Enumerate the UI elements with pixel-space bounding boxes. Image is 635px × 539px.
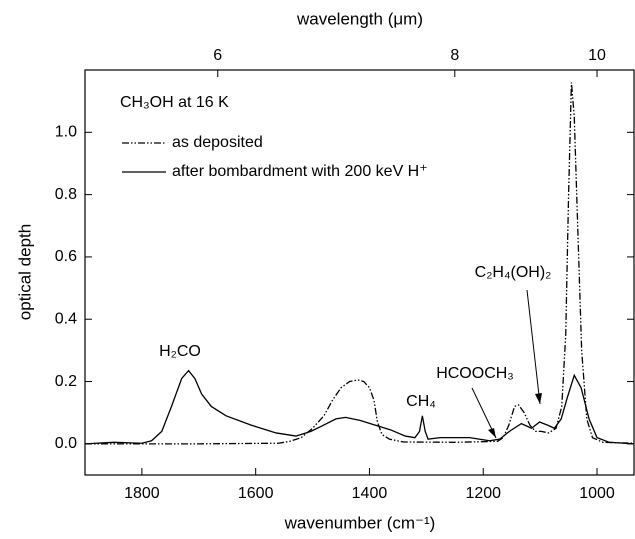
y-axis-label: optical depth bbox=[15, 224, 34, 320]
x2-tick-label: 6 bbox=[213, 47, 222, 64]
annotation: H₂CO bbox=[159, 343, 201, 360]
arrow-head bbox=[488, 428, 496, 438]
legend-title: CH₃OH at 16 K bbox=[120, 94, 229, 111]
y-tick-label: 0.8 bbox=[55, 186, 77, 203]
y-tick-label: 1.0 bbox=[55, 124, 77, 141]
arrow-head bbox=[535, 393, 542, 404]
y-tick-label: 0.6 bbox=[55, 248, 77, 265]
x2-tick-label: 10 bbox=[588, 47, 606, 64]
x-tick-label: 1000 bbox=[579, 485, 615, 502]
x2-tick-label: 8 bbox=[450, 47, 459, 64]
arrow bbox=[526, 289, 541, 405]
y-tick-label: 0.4 bbox=[55, 310, 77, 327]
x-tick-label: 1200 bbox=[465, 485, 501, 502]
annotation: HCOOCH₃ bbox=[436, 365, 514, 382]
x2-axis-label: wavelength (μm) bbox=[296, 9, 423, 28]
legend-label: as deposited bbox=[172, 134, 263, 151]
plot-frame bbox=[84, 69, 635, 476]
x-tick-label: 1600 bbox=[238, 485, 274, 502]
annotation: CH₄ bbox=[406, 393, 436, 410]
legend-label: after bombardment with 200 keV H⁺ bbox=[172, 163, 428, 180]
y-tick-label: 0.0 bbox=[55, 435, 77, 452]
series-line bbox=[85, 82, 635, 445]
series-line bbox=[84, 369, 635, 445]
annotation: C₂H₄(OH)₂ bbox=[475, 264, 552, 281]
y-tick-label: 0.2 bbox=[55, 373, 77, 390]
x-tick-label: 1400 bbox=[352, 485, 388, 502]
x-axis-label: wavenumber (cm⁻¹) bbox=[284, 513, 436, 532]
x-tick-label: 1800 bbox=[124, 485, 160, 502]
